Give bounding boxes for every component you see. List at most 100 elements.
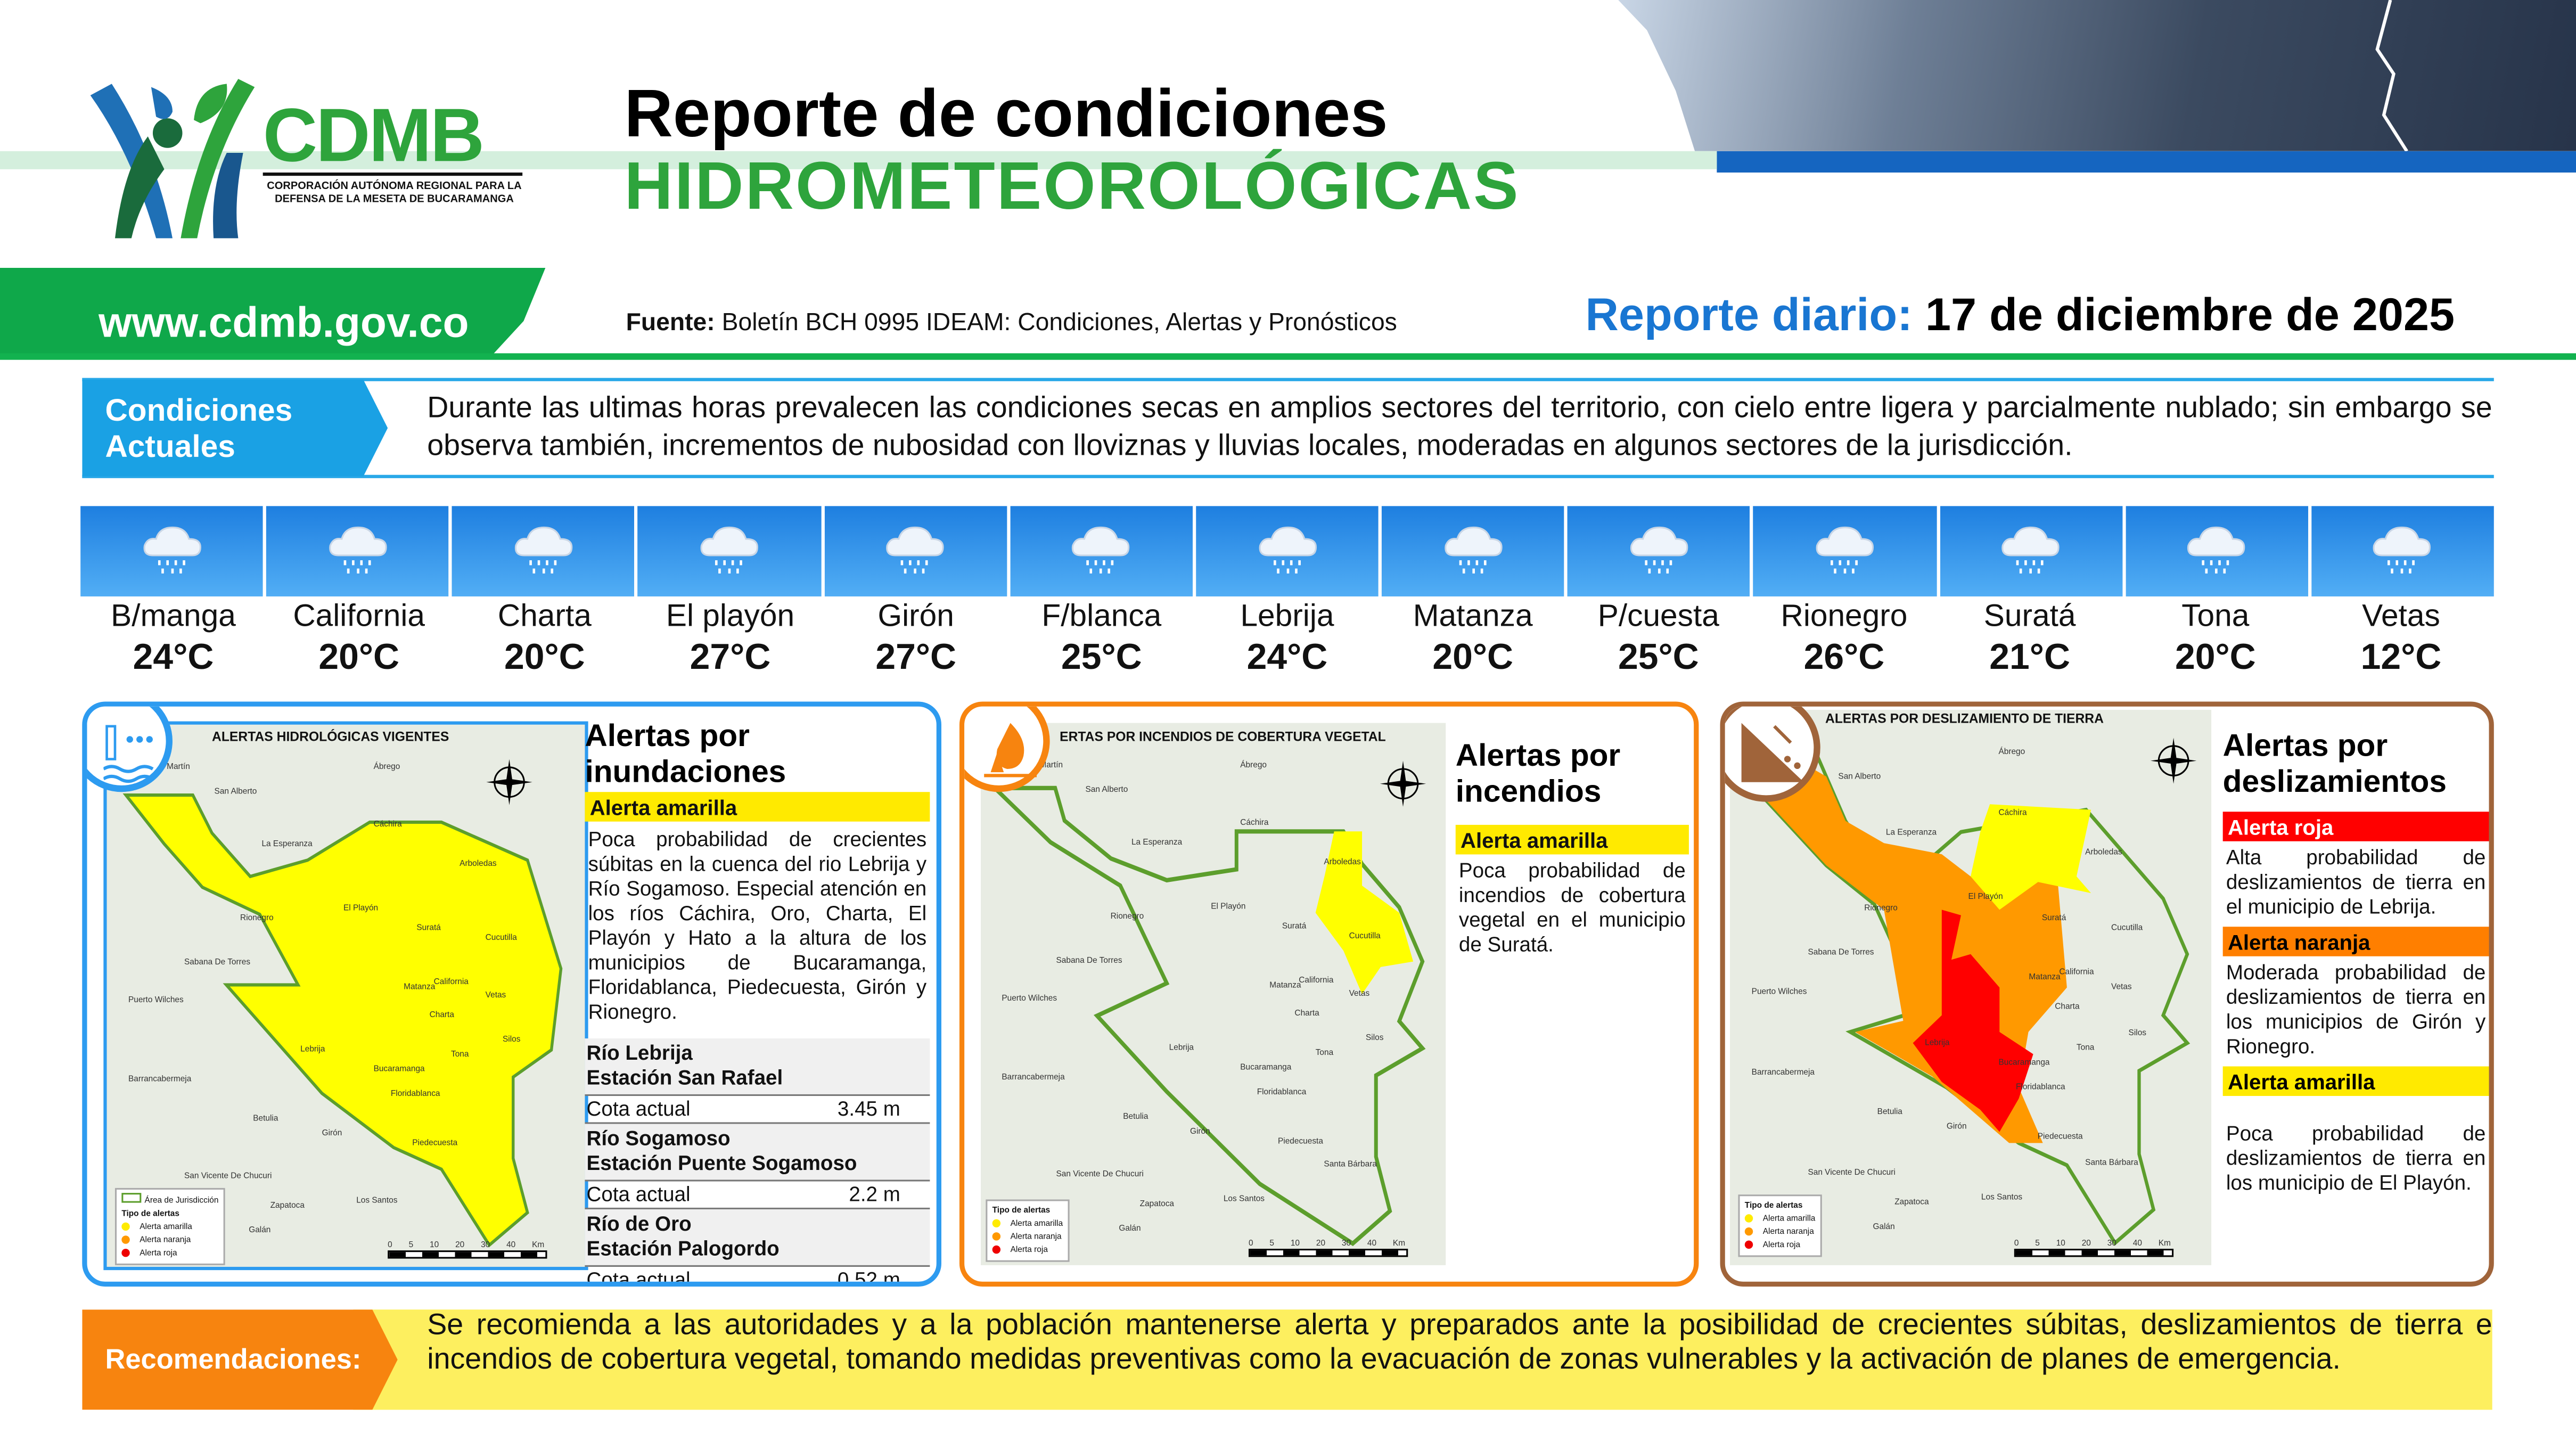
- source-line: Fuente: Boletín BCH 0995 IDEAM: Condicio…: [626, 309, 1397, 337]
- weather-cell: [2125, 506, 2311, 597]
- source-label: Fuente:: [626, 309, 715, 337]
- city-temperature: 20°C: [504, 636, 585, 677]
- map-place-label: Charta: [2055, 1003, 2080, 1013]
- map-place-label: Lebrija: [1925, 1037, 1950, 1048]
- scale-tick: 0: [2014, 1239, 2019, 1249]
- scale-tick: 40: [506, 1240, 516, 1251]
- report-date: 17 de diciembre de 2025: [1925, 289, 2455, 340]
- fire-alerts-panel: ERTAS POR INCENDIOS DE COBERTURA VEGETAL…: [959, 701, 1699, 1287]
- map-place-label: Silos: [502, 1035, 521, 1045]
- weather-cell: [266, 506, 453, 597]
- fire-alert-map: ERTAS POR INCENDIOS DE COBERTURA VEGETAL…: [981, 723, 1446, 1265]
- landslide-map-shape: [1746, 751, 2191, 1246]
- scale-tick: 20: [1316, 1239, 1326, 1249]
- map-place-label: La Esperanza: [261, 840, 313, 850]
- weather-city: Rionegro 26°C: [1751, 598, 1937, 678]
- map-place-label: Cáchira: [373, 821, 402, 831]
- weather-cell: [1010, 506, 1196, 597]
- map-place-label: Lebrija: [300, 1045, 325, 1055]
- map-place-label: Cáchira: [1240, 819, 1269, 829]
- city-temperature: 12°C: [2360, 636, 2442, 677]
- conditions-top-line: [82, 378, 2494, 381]
- scale-tick: 5: [2035, 1239, 2040, 1249]
- map-place-label: Tona: [1315, 1048, 1334, 1059]
- fire-description: Poca probabilidad de incendios de cobert…: [1458, 859, 1686, 956]
- map-place-label: Cucutilla: [485, 932, 517, 943]
- scale-tick: 20: [2081, 1239, 2091, 1249]
- map-legend: Área de Jurisdicción Tipo de alertas Ale…: [114, 1188, 225, 1265]
- map-place-label: La Esperanza: [1885, 828, 1937, 838]
- scale-tick: 10: [430, 1240, 439, 1251]
- scale-tick: 10: [1290, 1239, 1300, 1249]
- city-temperature: 21°C: [1989, 636, 2070, 677]
- map-place-label: Piedecuesta: [2037, 1133, 2083, 1143]
- landslide-alerts-panel: ALERTAS POR DESLIZAMIENTO DE TIERRA San …: [1720, 701, 2494, 1287]
- map-place-label: Barrancabermeja: [1751, 1068, 1815, 1078]
- scale-tick: 5: [408, 1240, 414, 1251]
- legend-title: Tipo de alertas: [1744, 1201, 1803, 1211]
- flood-alerts-panel: ALERTAS HIDROLÓGICAS VIGENTES San Martín…: [82, 701, 941, 1287]
- level-label: Cota actual: [586, 1268, 691, 1287]
- logo-text: CDMB: [262, 92, 485, 178]
- report-label: Reporte diario:: [1585, 289, 1913, 340]
- station-name: Estación Palogordo: [586, 1237, 780, 1260]
- map-place-label: Zapatoca: [1139, 1199, 1175, 1210]
- flood-alert-map: ALERTAS HIDROLÓGICAS VIGENTES San Martín…: [103, 721, 588, 1271]
- weather-cell: [1568, 506, 1754, 597]
- map-place-label: Tona: [2076, 1043, 2095, 1053]
- legend-yellow: Alerta amarilla: [1010, 1219, 1063, 1229]
- map-place-label: San Vicente De Chucuri: [1056, 1170, 1144, 1181]
- landslide-alert-badge: Alerta roja: [2222, 812, 2489, 841]
- landslide-map-title: ALERTAS POR DESLIZAMIENTO DE TIERRA: [1825, 711, 2104, 726]
- weather-city: Suratá 21°C: [1937, 598, 2123, 678]
- legend-red: Alerta roja: [1762, 1240, 1801, 1251]
- city-name: Matanza: [1413, 600, 1533, 635]
- storm-sky-banner: [1618, 0, 2576, 151]
- map-place-label: Sabana De Torres: [1056, 955, 1122, 966]
- level-value: 0.52 m: [837, 1268, 900, 1287]
- map-place-label: Matanza: [2029, 972, 2061, 983]
- map-place-label: Santa Bárbara: [2085, 1158, 2138, 1168]
- header-green-band: [0, 151, 1717, 169]
- map-place-label: Bucaramanga: [373, 1065, 425, 1075]
- level-label: Cota actual: [586, 1098, 691, 1121]
- flood-map-shape: [122, 793, 563, 1248]
- weather-city: El playón 27°C: [637, 598, 823, 678]
- city-name: F/blanca: [1041, 600, 1162, 635]
- forest-fire-icon: [964, 706, 1050, 792]
- level-value: 3.45 m: [837, 1098, 900, 1121]
- level-label: Cota actual: [586, 1183, 691, 1206]
- map-place-label: Rionegro: [1864, 903, 1898, 913]
- cdmb-logo-figure-icon: [90, 79, 255, 239]
- recommendations-label: Recomendaciones:: [105, 1344, 362, 1376]
- city-temperature: 27°C: [690, 636, 771, 677]
- city-temperature: 25°C: [1061, 636, 1142, 677]
- legend-red: Alerta roja: [140, 1248, 177, 1259]
- map-place-label: Los Santos: [356, 1196, 398, 1207]
- landslide-alert-list: Alerta roja Alta probabilidad de deslizam…: [2222, 812, 2489, 1196]
- recommendations-label-chevron: Recomendaciones:: [82, 1309, 398, 1410]
- map-place-label: Santa Bárbara: [1324, 1160, 1377, 1171]
- map-place-label: Cáchira: [1998, 808, 2027, 818]
- weather-city: Vetas 12°C: [2308, 598, 2494, 678]
- landslide-alert-description: Poca probabilidad de deslizamientos de t…: [2226, 1122, 2486, 1195]
- map-place-label: Matanza: [1269, 980, 1301, 990]
- scale-tick: 5: [1269, 1239, 1274, 1249]
- cloud-rain-icon: [2373, 526, 2432, 574]
- map-place-label: Matanza: [404, 981, 436, 992]
- station-level-row: Cota actual 3.45 m: [585, 1096, 930, 1124]
- weather-cell: [1753, 506, 1940, 597]
- map-place-label: Suratá: [416, 923, 441, 934]
- map-place-label: El Playón: [1211, 902, 1246, 912]
- compass-rose-icon: [2149, 733, 2198, 792]
- conditions-label-chevron: Condiciones Actuales: [82, 379, 388, 477]
- compass-rose-icon: [1379, 756, 1428, 815]
- city-name: El playón: [666, 600, 795, 635]
- website-link[interactable]: www.cdmb.gov.co: [99, 297, 469, 347]
- map-place-label: Betulia: [253, 1114, 278, 1124]
- city-temperature: 25°C: [1618, 636, 1699, 677]
- scale-tick: 20: [455, 1240, 465, 1251]
- city-temperature: 24°C: [1246, 636, 1328, 677]
- cloud-rain-icon: [1816, 526, 1874, 574]
- map-place-label: San Vicente De Chucuri: [1808, 1167, 1896, 1178]
